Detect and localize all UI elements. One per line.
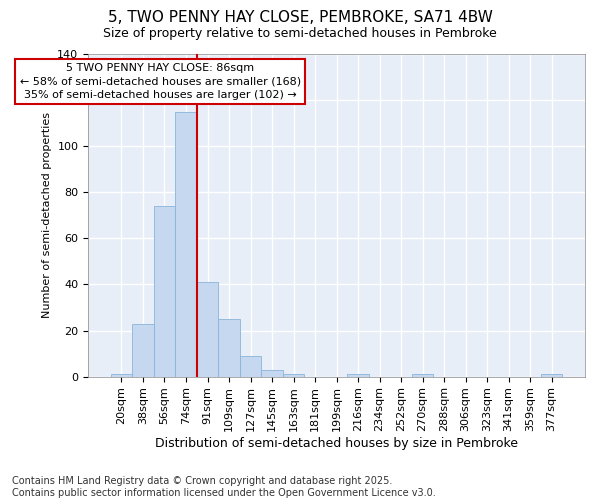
Bar [111, 374, 132, 376]
Bar [154, 206, 175, 376]
Bar [347, 374, 369, 376]
Bar [412, 374, 433, 376]
Y-axis label: Number of semi-detached properties: Number of semi-detached properties [42, 112, 52, 318]
Bar [218, 319, 240, 376]
Text: Size of property relative to semi-detached houses in Pembroke: Size of property relative to semi-detach… [103, 28, 497, 40]
Text: Contains HM Land Registry data © Crown copyright and database right 2025.
Contai: Contains HM Land Registry data © Crown c… [12, 476, 436, 498]
Bar [541, 374, 562, 376]
Text: 5, TWO PENNY HAY CLOSE, PEMBROKE, SA71 4BW: 5, TWO PENNY HAY CLOSE, PEMBROKE, SA71 4… [107, 10, 493, 25]
Bar [175, 112, 197, 376]
Bar [240, 356, 261, 376]
Bar [283, 374, 304, 376]
Bar [197, 282, 218, 376]
Text: 5 TWO PENNY HAY CLOSE: 86sqm
← 58% of semi-detached houses are smaller (168)
35%: 5 TWO PENNY HAY CLOSE: 86sqm ← 58% of se… [20, 63, 301, 100]
Bar [261, 370, 283, 376]
Bar [132, 324, 154, 376]
X-axis label: Distribution of semi-detached houses by size in Pembroke: Distribution of semi-detached houses by … [155, 437, 518, 450]
